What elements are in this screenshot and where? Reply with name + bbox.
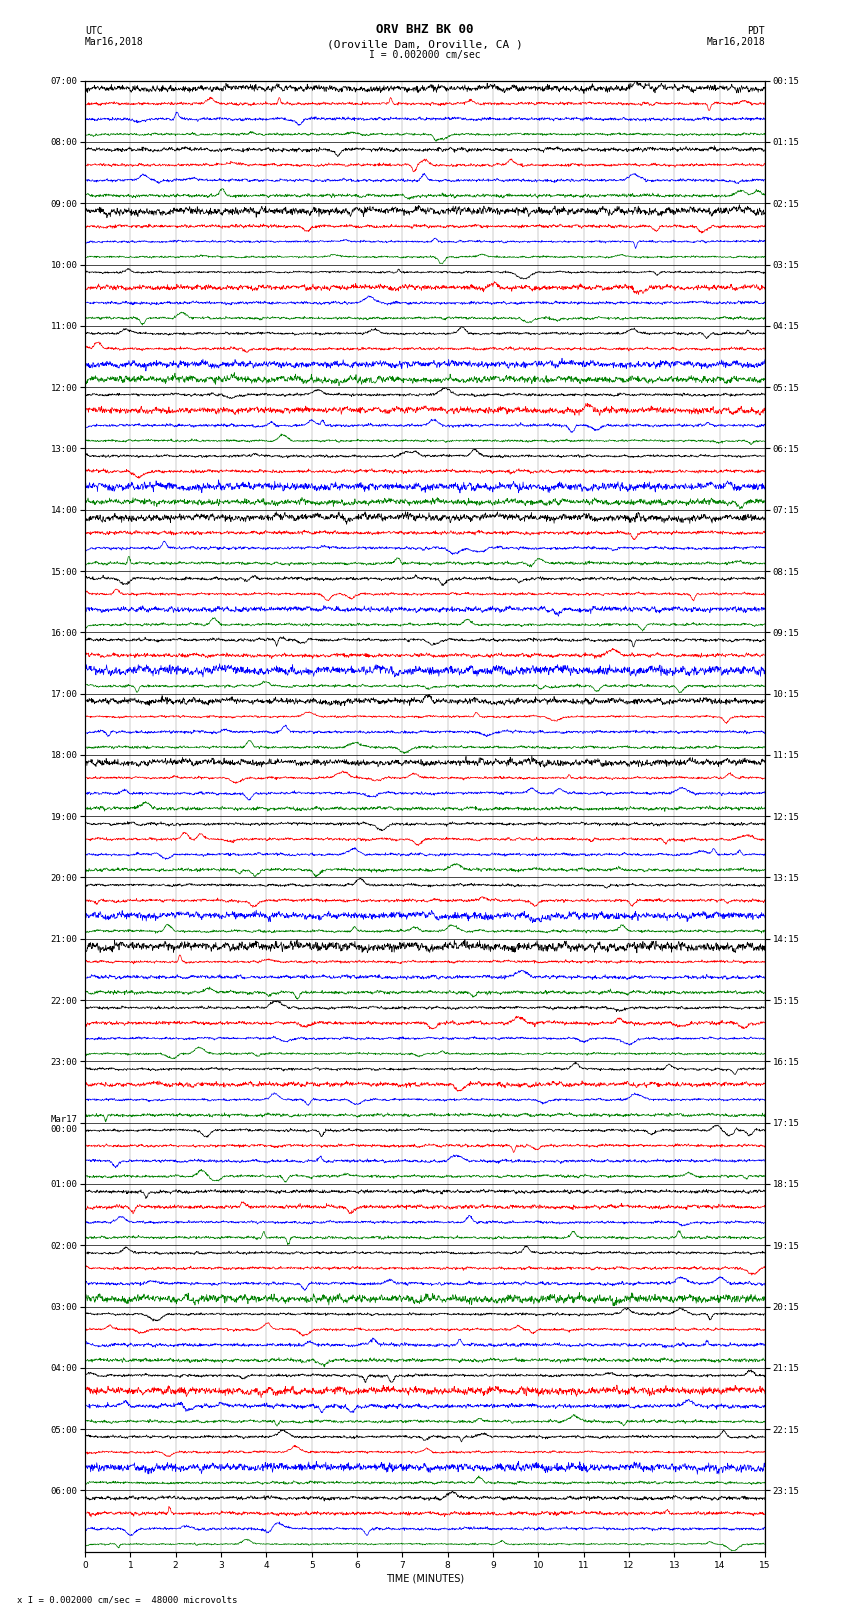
Text: PDT: PDT [747,26,765,37]
Text: ORV BHZ BK 00: ORV BHZ BK 00 [377,23,473,37]
Text: (Oroville Dam, Oroville, CA ): (Oroville Dam, Oroville, CA ) [327,39,523,50]
Text: Mar16,2018: Mar16,2018 [706,37,765,47]
Text: UTC: UTC [85,26,103,37]
Text: I = 0.002000 cm/sec: I = 0.002000 cm/sec [369,50,481,60]
X-axis label: TIME (MINUTES): TIME (MINUTES) [386,1573,464,1584]
Text: Mar16,2018: Mar16,2018 [85,37,144,47]
Text: x I = 0.002000 cm/sec =  48000 microvolts: x I = 0.002000 cm/sec = 48000 microvolts [17,1595,237,1605]
